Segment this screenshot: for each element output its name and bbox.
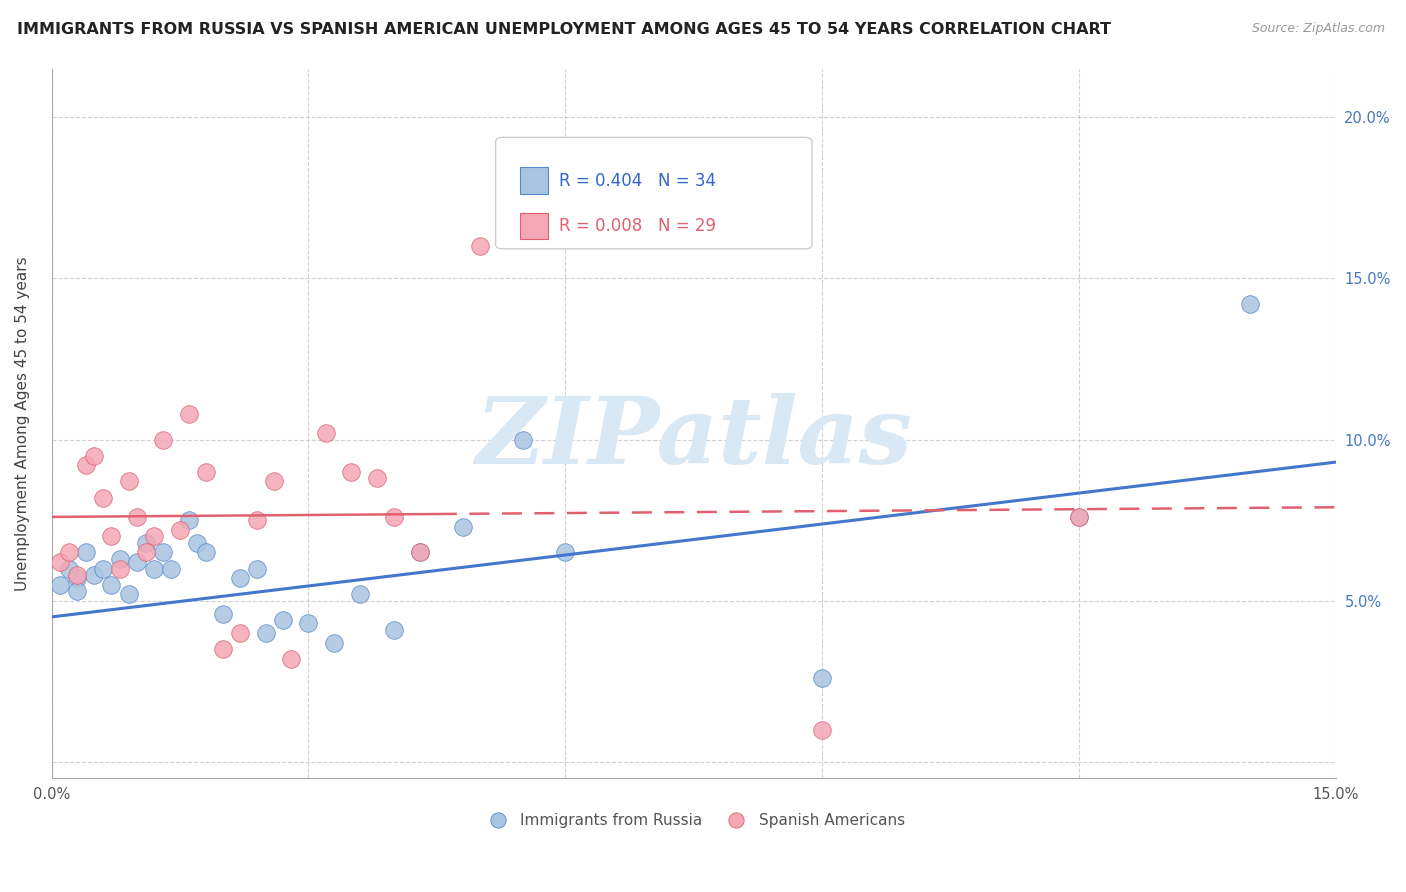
Point [91,561,114,575]
Point [451,519,474,533]
Point [382,623,405,637]
Point [58,561,80,575]
Point [66,568,89,582]
Point [297,616,319,631]
Point [366,471,388,485]
Point [1069,510,1091,524]
Point [1069,510,1091,524]
Point [91,491,114,505]
Legend: Immigrants from Russia, Spanish Americans: Immigrants from Russia, Spanish American… [477,807,911,834]
Point [254,626,277,640]
Point [152,545,174,559]
Point [108,561,131,575]
Point [83,449,105,463]
Point [169,523,191,537]
Y-axis label: Unemployment Among Ages 45 to 54 years: Unemployment Among Ages 45 to 54 years [15,256,30,591]
Point [409,545,432,559]
Point [117,475,139,489]
Point [127,510,149,524]
Point [382,510,405,524]
Point [49,577,72,591]
Point [468,239,491,253]
Point [135,545,157,559]
Text: Source: ZipAtlas.com: Source: ZipAtlas.com [1251,22,1385,36]
Point [194,545,217,559]
Point [152,433,174,447]
Point [100,529,122,543]
Point [177,407,200,421]
FancyBboxPatch shape [495,137,813,249]
Point [117,587,139,601]
FancyBboxPatch shape [520,212,548,239]
Point [66,584,89,599]
Point [271,613,294,627]
FancyBboxPatch shape [520,168,548,194]
Text: R = 0.404   N = 34: R = 0.404 N = 34 [560,172,716,190]
Point [349,587,371,601]
Point [246,561,269,575]
Text: ZIPatlas: ZIPatlas [475,392,912,483]
Point [229,626,252,640]
Point [211,642,233,657]
Point [246,513,269,527]
Text: IMMIGRANTS FROM RUSSIA VS SPANISH AMERICAN UNEMPLOYMENT AMONG AGES 45 TO 54 YEAR: IMMIGRANTS FROM RUSSIA VS SPANISH AMERIC… [17,22,1111,37]
Text: R = 0.008   N = 29: R = 0.008 N = 29 [560,217,716,235]
Point [229,571,252,585]
Point [177,513,200,527]
Point [512,433,534,447]
Point [263,475,285,489]
Point [66,571,89,585]
Point [409,545,432,559]
Point [108,552,131,566]
Point [143,529,166,543]
Point [75,458,97,473]
Point [135,535,157,549]
Point [194,465,217,479]
Point [340,465,363,479]
Point [58,545,80,559]
Point [811,671,834,685]
Point [1239,297,1261,311]
Point [211,607,233,621]
Point [75,545,97,559]
Point [323,636,346,650]
Point [315,425,337,440]
Point [49,555,72,569]
Point [100,577,122,591]
Point [83,568,105,582]
Point [554,545,576,559]
Point [127,555,149,569]
Point [811,723,834,737]
Point [143,561,166,575]
Point [186,535,208,549]
Point [280,652,302,666]
Point [160,561,183,575]
